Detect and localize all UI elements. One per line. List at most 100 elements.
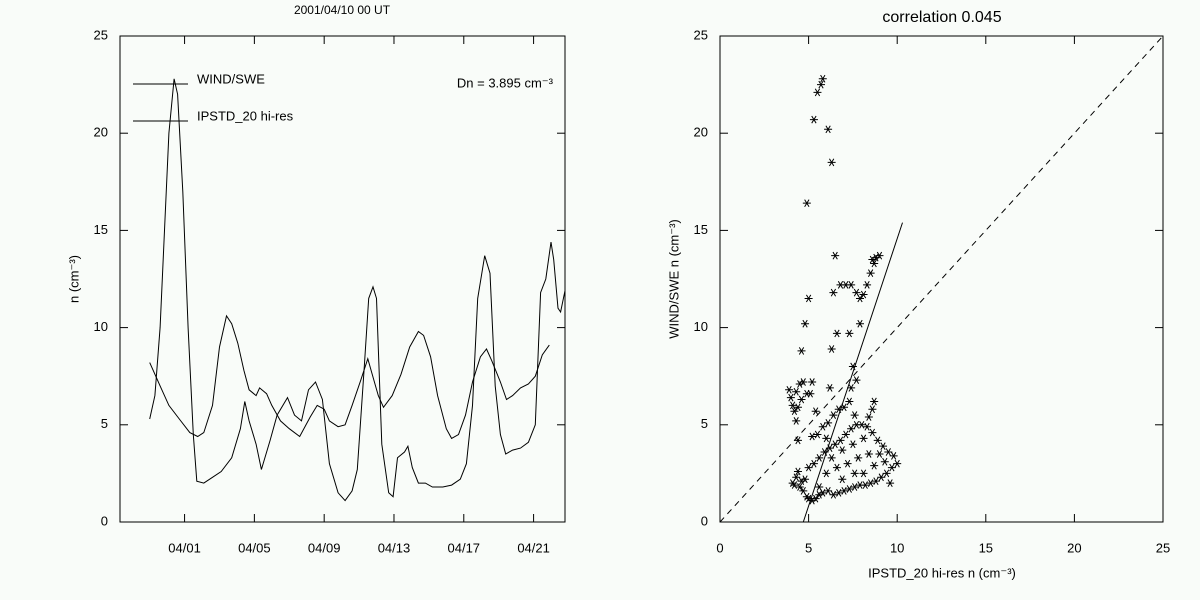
right-plot-frame: [719, 35, 1164, 523]
data-line: [149, 314, 550, 440]
x-tick-label: 04/09: [308, 540, 341, 555]
x-tick-label: 04/05: [238, 540, 271, 555]
scatter-point: [893, 459, 902, 468]
y-tick-label: 20: [94, 125, 108, 140]
scatter-point: [790, 407, 799, 416]
scatter-point: [880, 457, 889, 466]
scatter-point: [815, 453, 824, 462]
scatter-point: [848, 440, 857, 449]
scatter-point: [831, 251, 840, 260]
scatter-point: [811, 407, 820, 416]
right-y-label: WIND/SWE n (cm⁻³): [666, 219, 681, 339]
scatter-point: [802, 199, 811, 208]
x-tick-label: 04/21: [517, 540, 550, 555]
scatter-point: [854, 453, 863, 462]
scatter-point: [847, 280, 856, 289]
scatter-point: [804, 294, 813, 303]
scatter-point: [852, 420, 861, 429]
y-tick-label: 5: [101, 416, 108, 431]
scatter-point: [870, 259, 879, 268]
scatter-point: [838, 475, 847, 484]
scatter-point: [827, 345, 836, 353]
legend-label: WIND/SWE: [197, 71, 265, 86]
scatter-point: [850, 469, 859, 478]
x-tick-label: 04/01: [168, 540, 201, 555]
scatter-point: [879, 442, 888, 451]
scatter-point: [822, 469, 831, 478]
scatter-point: [871, 477, 880, 486]
left-title: 2001/04/10 00 UT: [294, 3, 391, 17]
scatter-point: [845, 329, 854, 338]
y-tick-label: 10: [94, 319, 108, 334]
scatter-point: [817, 80, 826, 89]
scatter-point: [801, 319, 810, 328]
scatter-point: [852, 376, 861, 384]
x-tick-label: 10: [890, 540, 904, 555]
scatter-point: [855, 319, 864, 328]
scatter-point: [864, 413, 873, 421]
x-tick-label: 15: [979, 540, 993, 555]
scatter-point: [836, 436, 845, 445]
scatter-point: [829, 288, 838, 297]
scatter-point: [873, 436, 882, 445]
scatter-point: [843, 459, 852, 468]
scatter-point: [832, 329, 841, 338]
scatter-point: [813, 88, 822, 97]
annotation: Dn = 3.895 cm⁻³: [457, 75, 554, 90]
scatter-point: [786, 393, 795, 402]
scatter-point: [838, 446, 847, 454]
scatter-point: [848, 362, 857, 371]
scatter-point: [864, 450, 873, 458]
scatter-point: [832, 463, 841, 472]
y-tick-label: 20: [694, 125, 708, 140]
scatter-point: [793, 467, 802, 476]
x-tick-label: 04/17: [448, 540, 481, 555]
y-tick-label: 10: [694, 319, 708, 334]
scatter-point: [850, 411, 859, 419]
y-tick-label: 0: [701, 513, 708, 528]
scatter-point: [799, 378, 808, 386]
scatter-point: [804, 463, 813, 472]
scatter-point: [793, 403, 802, 412]
scatter-point: [840, 403, 849, 412]
x-tick-label: 0: [716, 540, 723, 555]
y-tick-label: 25: [94, 27, 108, 42]
scatter-point: [859, 469, 868, 478]
scatter-point: [824, 418, 833, 427]
scatter-point: [801, 475, 810, 484]
scatter-point: [797, 347, 806, 355]
scatter-point: [868, 428, 877, 437]
y-tick-label: 5: [701, 416, 708, 431]
scatter-point: [870, 461, 879, 470]
scatter-point: [811, 494, 820, 503]
scatter-point: [827, 453, 836, 462]
scatter-point: [847, 384, 856, 392]
scatter-point: [793, 436, 802, 445]
scatter-point: [884, 448, 893, 456]
scatter-point: [829, 411, 838, 419]
scatter-point: [863, 280, 872, 289]
x-tick-label: 20: [1067, 540, 1081, 555]
scatter-point: [815, 483, 824, 491]
x-tick-label: 04/13: [378, 540, 411, 555]
scatter-point: [818, 422, 827, 431]
y-tick-label: 15: [94, 222, 108, 237]
scatter-point: [847, 424, 856, 433]
scatter-point: [792, 473, 801, 482]
scatter-point: [824, 487, 833, 495]
y-tick-label: 15: [694, 222, 708, 237]
scatter-point: [825, 384, 834, 392]
scatter-point: [882, 469, 891, 478]
x-tick-label: 5: [805, 540, 812, 555]
scatter-point: [792, 417, 801, 425]
scatter-point: [808, 378, 817, 386]
y-tick-label: 0: [101, 513, 108, 528]
scatter-point: [875, 450, 884, 458]
right-x-label: IPSTD_20 hi-res n (cm⁻³): [868, 565, 1016, 580]
scatter-point: [797, 395, 806, 404]
scatter-point: [831, 440, 840, 449]
scatter-point: [802, 389, 811, 398]
scatter-point: [886, 479, 895, 487]
left-y-label: n (cm⁻³): [66, 255, 81, 303]
